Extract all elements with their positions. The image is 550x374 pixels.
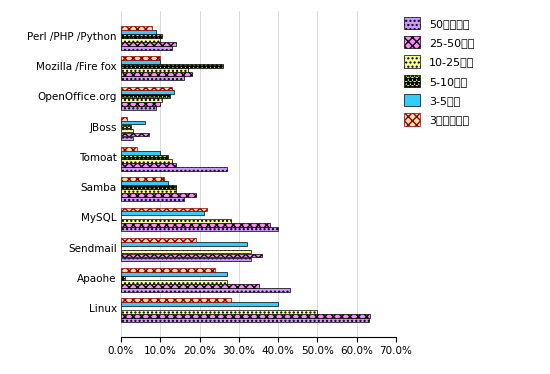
Bar: [121, 258, 251, 261]
Bar: [121, 151, 160, 155]
Bar: [121, 177, 164, 181]
Bar: [121, 125, 131, 128]
Bar: [121, 56, 160, 60]
Bar: [121, 310, 317, 314]
Bar: [121, 276, 125, 280]
Legend: 50億元以上, 25-50億元, 10-25億元, 5-10億元, 3-5億元, 3億元及以下: 50億元以上, 25-50億元, 10-25億元, 5-10億元, 3-5億元,…: [404, 17, 474, 126]
Bar: [121, 189, 176, 193]
Bar: [121, 314, 371, 318]
Bar: [121, 121, 145, 125]
Bar: [121, 185, 176, 189]
Bar: [121, 46, 172, 49]
Bar: [121, 60, 160, 64]
Bar: [121, 76, 184, 80]
Bar: [121, 64, 223, 68]
Bar: [121, 147, 137, 151]
Bar: [121, 117, 127, 120]
Bar: [121, 132, 148, 137]
Bar: [121, 38, 160, 42]
Bar: [121, 94, 170, 98]
Bar: [121, 106, 156, 110]
Bar: [121, 268, 215, 272]
Bar: [121, 298, 231, 302]
Bar: [121, 159, 172, 163]
Bar: [121, 211, 204, 215]
Bar: [121, 98, 162, 102]
Bar: [121, 318, 368, 322]
Bar: [121, 208, 207, 211]
Bar: [121, 284, 258, 288]
Bar: [121, 129, 133, 132]
Bar: [121, 26, 152, 30]
Bar: [121, 238, 196, 242]
Bar: [121, 91, 174, 94]
Bar: [121, 272, 227, 276]
Bar: [121, 42, 176, 46]
Bar: [121, 223, 270, 227]
Bar: [121, 242, 247, 245]
Bar: [121, 34, 162, 38]
Bar: [121, 193, 196, 197]
Bar: [121, 102, 160, 106]
Bar: [121, 86, 172, 90]
Bar: [121, 302, 278, 306]
Bar: [121, 30, 156, 34]
Bar: [121, 197, 184, 201]
Bar: [121, 72, 192, 76]
Bar: [121, 227, 278, 231]
Bar: [121, 220, 231, 223]
Bar: [121, 68, 188, 72]
Bar: [121, 137, 133, 140]
Bar: [121, 163, 176, 166]
Bar: [121, 155, 168, 159]
Bar: [121, 250, 251, 254]
Bar: [121, 167, 227, 171]
Bar: [121, 280, 227, 283]
Bar: [121, 181, 168, 185]
Bar: [121, 288, 290, 292]
Bar: [121, 254, 262, 257]
